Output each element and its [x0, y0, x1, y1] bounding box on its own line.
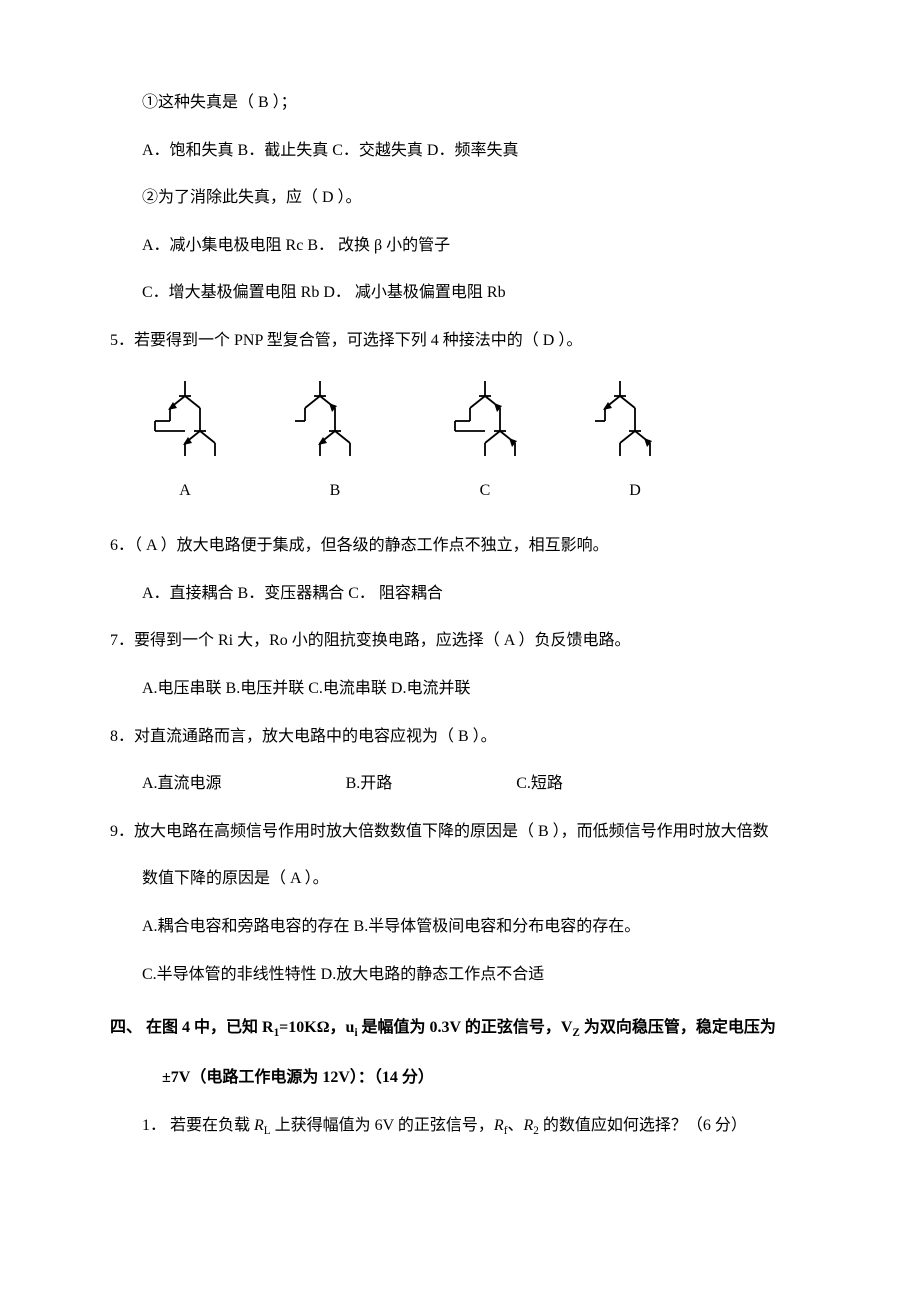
- q6-stem: 6．（ A ）放大电路便于集成，但各级的静态工作点不独立，相互影响。: [110, 533, 810, 559]
- q5-diagram-d: [560, 376, 710, 466]
- q5-diagram-c: [410, 376, 560, 466]
- sec4-title-suffix: 为双向稳压管，稳定电压为: [580, 1019, 776, 1036]
- q5-stem: 5．若要得到一个 PNP 型复合管，可选择下列 4 种接法中的（ D ）。: [110, 328, 810, 354]
- sec4-p1-prefix: 1． 若要在负载: [142, 1117, 254, 1134]
- q9-stem-l1: 9．放大电路在高频信号作用时放大倍数数值下降的原因是（ B ），而低频信号作用时…: [110, 819, 810, 845]
- sec4-p1-comma: 、: [507, 1117, 523, 1134]
- q9-stem-l2: 数值下降的原因是（ A ）。: [110, 866, 810, 892]
- q5-label-row: A B C D: [110, 478, 810, 504]
- sec4-p1: 1． 若要在负载 RL 上获得幅值为 6V 的正弦信号，Rf、R2 的数值应如何…: [110, 1113, 810, 1141]
- sec4-title-l2: ±7V（电路工作电源为 12V）：（14 分）: [110, 1065, 810, 1091]
- q8-optA: A.直流电源: [142, 775, 222, 792]
- q9-optsA: A.耦合电容和旁路电容的存在 B.半导体管极间电容和分布电容的存在。: [110, 914, 810, 940]
- q9-optsB: C.半导体管的非线性特性 D.放大电路的静态工作点不合适: [110, 962, 810, 988]
- q4-opts1: A．饱和失真 B．截止失真 C．交越失真 D．频率失真: [110, 138, 810, 164]
- q5-label-d: D: [560, 478, 710, 504]
- sec4-title-mid1: =10KΩ，u: [279, 1019, 354, 1036]
- sec4-p1-RL: R: [254, 1117, 264, 1134]
- q7-stem: 7．要得到一个 Ri 大，Ro 小的阻抗变换电路，应选择（ A ）负反馈电路。: [110, 628, 810, 654]
- sec4-title-mid2: 是幅值为 0.3V 的正弦信号，V: [358, 1019, 573, 1036]
- q5-diagram-a: [110, 376, 260, 466]
- q8-optC: C.短路: [516, 775, 563, 792]
- q4-opts2b: C．增大基极偏置电阻 Rb D． 减小基极偏置电阻 Rb: [110, 280, 810, 306]
- q4-opts2a: A．减小集电极电阻 Rc B． 改换 β 小的管子: [110, 233, 810, 259]
- q5-label-b: B: [260, 478, 410, 504]
- q4-sub1: ①这种失真是（ B ）；: [110, 90, 810, 116]
- sec4-p1-suffix: 的数值应如何选择？（6 分）: [539, 1117, 747, 1134]
- q7-opts: A.电压串联 B.电压并联 C.电流串联 D.电流并联: [110, 676, 810, 702]
- q8-opts: A.直流电源 B.开路 C.短路: [110, 771, 810, 797]
- sec4-p1-mid: 上获得幅值为 6V 的正弦信号，: [271, 1117, 494, 1134]
- sec4-p1-Rf: R: [494, 1117, 504, 1134]
- q5-label-a: A: [110, 478, 260, 504]
- sec4-title-l1: 四、 在图 4 中，已知 R1=10KΩ，ui 是幅值为 0.3V 的正弦信号，…: [110, 1015, 810, 1043]
- q5-label-c: C: [410, 478, 560, 504]
- q8-stem: 8．对直流通路而言，放大电路中的电容应视为（ B ）。: [110, 724, 810, 750]
- q8-optB: B.开路: [346, 775, 393, 792]
- sec4-p1-R2: R: [523, 1117, 533, 1134]
- q6-opts: A．直接耦合 B．变压器耦合 C． 阻容耦合: [110, 581, 810, 607]
- q5-diagram-row: [110, 376, 810, 466]
- sec4-title-prefix: 四、 在图 4 中，已知 R: [110, 1019, 274, 1036]
- q4-sub2: ②为了消除此失真，应（ D ）。: [110, 185, 810, 211]
- q5-diagram-b: [260, 376, 410, 466]
